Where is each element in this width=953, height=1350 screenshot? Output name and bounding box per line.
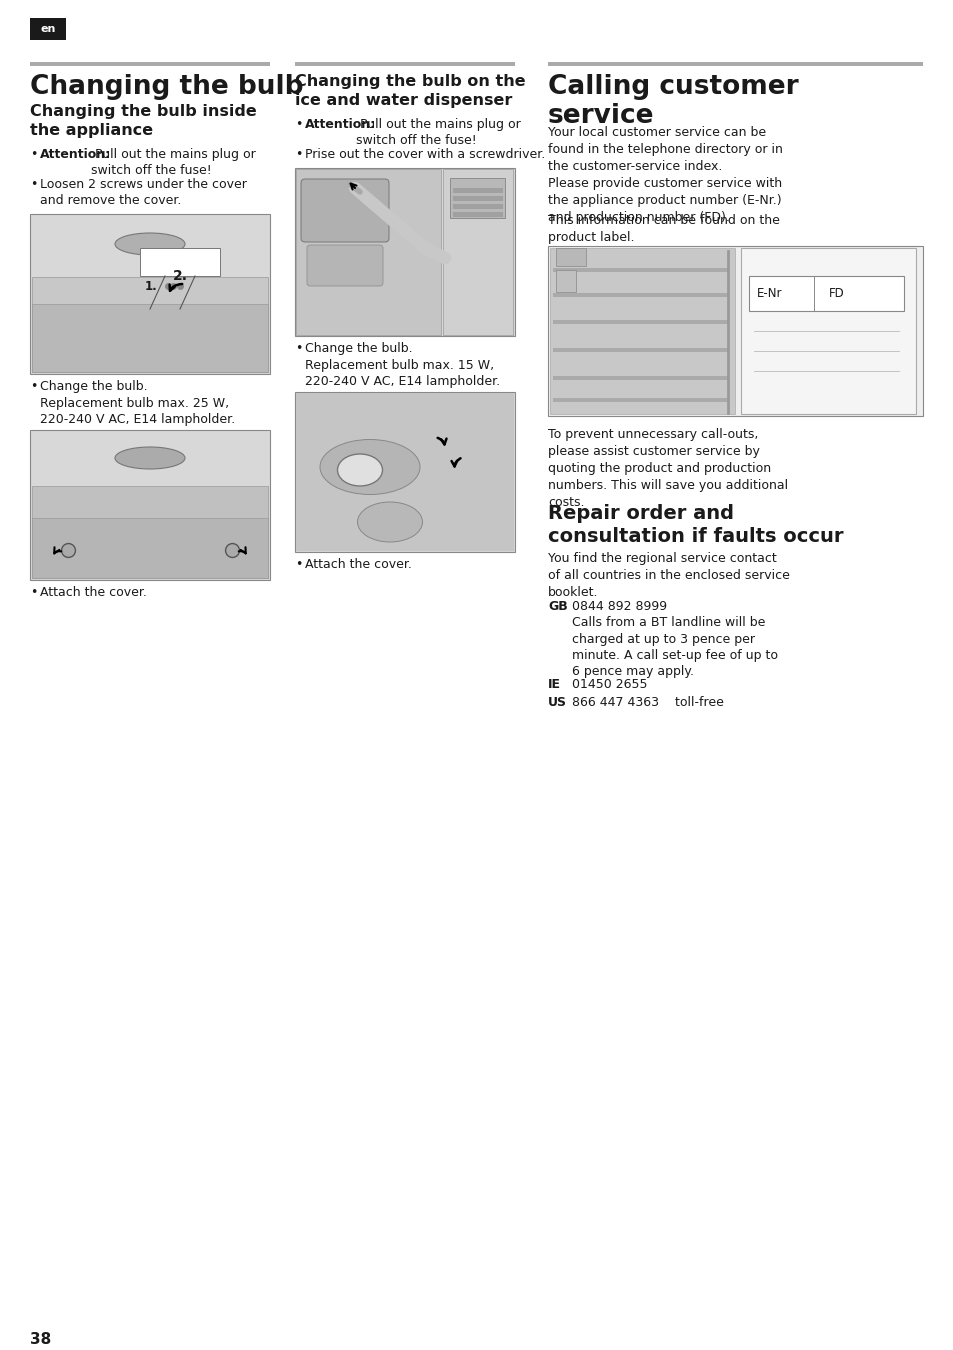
Bar xyxy=(453,204,502,209)
Bar xyxy=(295,393,514,551)
Text: Attach the cover.: Attach the cover. xyxy=(40,586,147,599)
Text: To prevent unnecessary call-outs,
please assist customer service by
quoting the : To prevent unnecessary call-outs, please… xyxy=(547,428,787,509)
Bar xyxy=(553,320,727,324)
Text: Attention:: Attention: xyxy=(305,117,375,131)
Bar xyxy=(553,269,727,271)
Ellipse shape xyxy=(357,502,422,541)
Text: IE: IE xyxy=(547,678,560,691)
Bar xyxy=(30,431,270,580)
Bar xyxy=(450,178,504,217)
Text: en: en xyxy=(40,24,55,34)
Text: Calls from a BT landline will be
charged at up to 3 pence per
minute. A call set: Calls from a BT landline will be charged… xyxy=(572,616,778,679)
Bar xyxy=(140,248,220,275)
Text: FD: FD xyxy=(828,288,843,300)
Bar xyxy=(294,392,515,552)
Bar xyxy=(294,167,515,336)
Text: Change the bulb.
Replacement bulb max. 15 W,
220-240 V AC, E14 lampholder.: Change the bulb. Replacement bulb max. 1… xyxy=(305,342,499,387)
Text: Your local customer service can be
found in the telephone directory or in
the cu: Your local customer service can be found… xyxy=(547,126,782,224)
Text: 866 447 4363    toll-free: 866 447 4363 toll-free xyxy=(572,697,723,709)
Bar xyxy=(30,62,270,66)
Ellipse shape xyxy=(319,440,419,494)
Bar xyxy=(553,377,727,379)
Bar xyxy=(32,277,268,373)
Text: Changing the bulb on the
ice and water dispenser: Changing the bulb on the ice and water d… xyxy=(294,74,525,108)
Bar xyxy=(553,293,727,297)
Text: •: • xyxy=(294,558,302,571)
Text: •: • xyxy=(294,148,302,161)
Text: 1.: 1. xyxy=(145,279,157,293)
FancyBboxPatch shape xyxy=(307,244,382,286)
Text: 01450 2655: 01450 2655 xyxy=(572,678,647,691)
Bar xyxy=(547,246,923,416)
Text: Changing the bulb inside
the appliance: Changing the bulb inside the appliance xyxy=(30,104,256,138)
Ellipse shape xyxy=(115,234,185,255)
Text: This information can be found on the
product label.: This information can be found on the pro… xyxy=(547,215,779,244)
Text: Attach the cover.: Attach the cover. xyxy=(305,558,412,571)
Bar xyxy=(453,188,502,193)
Text: Attention:: Attention: xyxy=(40,148,111,161)
Bar xyxy=(553,348,727,352)
Bar xyxy=(32,486,268,578)
Text: 0844 892 8999: 0844 892 8999 xyxy=(572,599,666,613)
Ellipse shape xyxy=(337,454,382,486)
Bar xyxy=(30,215,270,374)
Bar xyxy=(748,275,903,310)
Text: Pull out the mains plug or
switch off the fuse!: Pull out the mains plug or switch off th… xyxy=(355,117,520,147)
Bar xyxy=(295,169,440,335)
Text: •: • xyxy=(30,379,37,393)
Text: •: • xyxy=(294,342,302,355)
FancyBboxPatch shape xyxy=(301,180,389,242)
Text: 38: 38 xyxy=(30,1332,51,1347)
Text: Repair order and
consultation if faults occur: Repair order and consultation if faults … xyxy=(547,504,842,545)
Bar xyxy=(556,270,576,292)
Text: GB: GB xyxy=(547,599,567,613)
Bar xyxy=(453,196,502,201)
Bar xyxy=(453,212,502,217)
Text: E-Nr: E-Nr xyxy=(757,288,781,300)
Text: •: • xyxy=(30,148,37,161)
Bar xyxy=(556,248,585,266)
Text: •: • xyxy=(30,178,37,190)
Bar xyxy=(32,304,268,373)
Bar xyxy=(547,62,923,66)
Text: •: • xyxy=(30,586,37,599)
Bar xyxy=(550,248,734,414)
Text: Changing the bulb: Changing the bulb xyxy=(30,74,303,100)
Text: Prise out the cover with a screwdriver.: Prise out the cover with a screwdriver. xyxy=(305,148,545,161)
FancyBboxPatch shape xyxy=(30,18,66,40)
Text: US: US xyxy=(547,697,566,709)
Text: •: • xyxy=(294,117,302,131)
Bar xyxy=(32,518,268,578)
Bar xyxy=(740,248,915,414)
Text: 2.: 2. xyxy=(172,269,188,284)
Bar xyxy=(553,398,727,402)
Text: Loosen 2 screws under the cover
and remove the cover.: Loosen 2 screws under the cover and remo… xyxy=(40,178,247,208)
Text: You find the regional service contact
of all countries in the enclosed service
b: You find the regional service contact of… xyxy=(547,552,789,599)
Text: Calling customer
service: Calling customer service xyxy=(547,74,798,130)
Text: Change the bulb.
Replacement bulb max. 25 W,
220-240 V AC, E14 lampholder.: Change the bulb. Replacement bulb max. 2… xyxy=(40,379,234,427)
Ellipse shape xyxy=(115,447,185,468)
Bar xyxy=(442,169,513,335)
Bar xyxy=(294,62,515,66)
Text: Pull out the mains plug or
switch off the fuse!: Pull out the mains plug or switch off th… xyxy=(91,148,255,177)
